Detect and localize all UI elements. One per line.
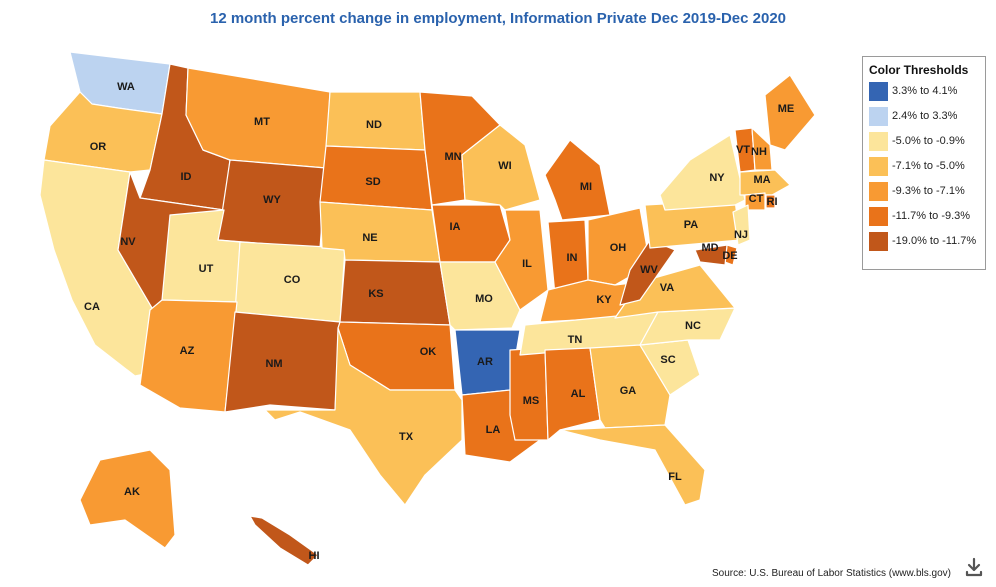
state-label-ne: NE bbox=[362, 232, 377, 244]
state-label-me: ME bbox=[778, 103, 795, 115]
state-label-sd: SD bbox=[365, 176, 380, 188]
download-icon[interactable] bbox=[963, 556, 985, 578]
state-label-ok: OK bbox=[420, 346, 437, 358]
map-title: 12 month percent change in employment, I… bbox=[209, 10, 787, 27]
state-label-va: VA bbox=[660, 282, 675, 294]
state-label-ky: KY bbox=[596, 294, 612, 306]
legend-label: -11.7% to -9.3% bbox=[892, 210, 971, 222]
source-note: Source: U.S. Bureau of Labor Statistics … bbox=[712, 568, 951, 579]
state-hi[interactable] bbox=[249, 515, 319, 566]
state-fl[interactable] bbox=[559, 424, 706, 506]
state-label-ri: RI bbox=[767, 196, 778, 208]
state-label-mi: MI bbox=[580, 181, 592, 193]
state-ma[interactable] bbox=[739, 169, 791, 196]
legend-label: -19.0% to -11.7% bbox=[892, 235, 977, 247]
legend-swatch bbox=[869, 232, 888, 251]
legend-label: 2.4% to 3.3% bbox=[892, 110, 958, 122]
state-label-ma: MA bbox=[753, 174, 770, 186]
state-il[interactable] bbox=[494, 209, 549, 311]
state-label-ia: IA bbox=[450, 221, 461, 233]
state-label-nv: NV bbox=[120, 236, 136, 248]
state-label-nj: NJ bbox=[734, 229, 748, 241]
us-map: WA OR CA ID NV MT WY UT CO AZ NM ND SD NE KS OK TX MN IA MO… bbox=[39, 51, 816, 566]
state-label-nd: ND bbox=[366, 119, 382, 131]
state-me[interactable] bbox=[764, 74, 816, 151]
state-label-wv: WV bbox=[640, 264, 658, 276]
state-label-la: LA bbox=[486, 424, 501, 436]
state-label-in: IN bbox=[567, 252, 578, 264]
state-label-ca: CA bbox=[84, 301, 100, 313]
state-label-ct: CT bbox=[749, 193, 764, 205]
legend-item[interactable]: 3.3% to 4.1% bbox=[869, 82, 983, 102]
state-ak[interactable] bbox=[79, 449, 176, 549]
state-ia[interactable] bbox=[431, 204, 511, 263]
state-wv[interactable] bbox=[619, 239, 676, 306]
state-ks[interactable] bbox=[339, 259, 451, 326]
state-label-tx: TX bbox=[399, 431, 414, 443]
state-ct[interactable] bbox=[744, 192, 766, 211]
state-nc[interactable] bbox=[639, 307, 736, 346]
legend-swatch bbox=[869, 182, 888, 201]
state-label-nh: NH bbox=[751, 146, 767, 158]
state-label-mo: MO bbox=[475, 293, 493, 305]
state-label-nc: NC bbox=[685, 320, 701, 332]
state-label-id: ID bbox=[181, 171, 192, 183]
state-label-hi: HI bbox=[309, 550, 320, 562]
legend-swatch bbox=[869, 157, 888, 176]
state-label-ny: NY bbox=[709, 172, 725, 184]
legend-item[interactable]: 2.4% to 3.3% bbox=[869, 107, 983, 127]
state-label-fl: FL bbox=[668, 471, 682, 483]
state-label-or: OR bbox=[90, 141, 107, 153]
state-label-vt: VT bbox=[736, 144, 750, 156]
legend-label: -9.3% to -7.1% bbox=[892, 185, 965, 197]
legend-item[interactable]: -11.7% to -9.3% bbox=[869, 207, 983, 227]
state-md[interactable] bbox=[694, 244, 728, 266]
state-label-nm: NM bbox=[265, 358, 282, 370]
state-label-wa: WA bbox=[117, 81, 135, 93]
legend-label: -5.0% to -0.9% bbox=[892, 135, 965, 147]
legend-swatch bbox=[869, 107, 888, 126]
state-label-ar: AR bbox=[477, 356, 493, 368]
legend-label: 3.3% to 4.1% bbox=[892, 85, 958, 97]
state-label-de: DE bbox=[722, 250, 737, 262]
legend-item[interactable]: -5.0% to -0.9% bbox=[869, 132, 983, 152]
state-wi[interactable] bbox=[461, 124, 541, 211]
legend-label: -7.1% to -5.0% bbox=[892, 160, 965, 172]
legend: Color Thresholds 3.3% to 4.1% 2.4% to 3.… bbox=[862, 56, 986, 270]
state-label-co: CO bbox=[284, 274, 301, 286]
state-al[interactable] bbox=[544, 347, 601, 441]
state-label-ut: UT bbox=[199, 263, 214, 275]
state-tx[interactable] bbox=[264, 327, 463, 506]
legend-swatch bbox=[869, 207, 888, 226]
state-label-al: AL bbox=[571, 388, 586, 400]
state-label-ga: GA bbox=[620, 385, 637, 397]
state-label-ks: KS bbox=[368, 288, 383, 300]
state-label-wi: WI bbox=[498, 160, 511, 172]
state-nm[interactable] bbox=[224, 311, 341, 413]
state-label-pa: PA bbox=[684, 219, 699, 231]
state-mi[interactable] bbox=[544, 139, 611, 221]
state-label-az: AZ bbox=[180, 345, 195, 357]
state-label-sc: SC bbox=[660, 354, 675, 366]
state-label-wy: WY bbox=[263, 194, 281, 206]
state-label-mt: MT bbox=[254, 116, 270, 128]
legend-swatch bbox=[869, 82, 888, 101]
state-label-il: IL bbox=[522, 258, 532, 270]
state-ny[interactable] bbox=[659, 134, 746, 211]
state-label-md: MD bbox=[701, 242, 718, 254]
state-label-oh: OH bbox=[610, 242, 627, 254]
state-label-tn: TN bbox=[568, 334, 583, 346]
state-label-mn: MN bbox=[444, 151, 461, 163]
legend-title: Color Thresholds bbox=[869, 63, 969, 77]
legend-swatch bbox=[869, 132, 888, 151]
state-az[interactable] bbox=[139, 299, 238, 413]
state-ri[interactable] bbox=[765, 194, 776, 209]
legend-item[interactable]: -19.0% to -11.7% bbox=[869, 232, 983, 252]
legend-item[interactable]: -9.3% to -7.1% bbox=[869, 182, 983, 202]
state-nj[interactable] bbox=[732, 204, 751, 246]
state-label-ms: MS bbox=[523, 395, 540, 407]
legend-item[interactable]: -7.1% to -5.0% bbox=[869, 157, 983, 177]
state-label-ak: AK bbox=[124, 486, 140, 498]
